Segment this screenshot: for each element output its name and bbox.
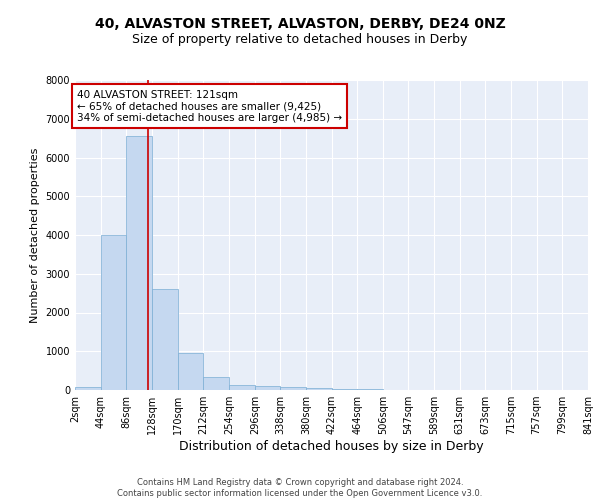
X-axis label: Distribution of detached houses by size in Derby: Distribution of detached houses by size … [179,440,484,453]
Bar [75,387,101,390]
Text: 40, ALVASTON STREET, ALVASTON, DERBY, DE24 0NZ: 40, ALVASTON STREET, ALVASTON, DERBY, DE… [95,18,505,32]
Bar [255,386,280,390]
Bar [229,384,255,390]
Bar [101,235,127,390]
Text: 40 ALVASTON STREET: 121sqm
← 65% of detached houses are smaller (9,425)
34% of s: 40 ALVASTON STREET: 121sqm ← 65% of deta… [77,90,342,123]
Text: Contains HM Land Registry data © Crown copyright and database right 2024.
Contai: Contains HM Land Registry data © Crown c… [118,478,482,498]
Bar [280,387,306,390]
Bar [203,377,229,390]
Bar [332,389,358,390]
Text: Size of property relative to detached houses in Derby: Size of property relative to detached ho… [133,32,467,46]
Bar [127,136,152,390]
Bar [152,289,178,390]
Bar [178,353,203,390]
Bar [358,389,383,390]
Y-axis label: Number of detached properties: Number of detached properties [30,148,40,322]
Bar [306,388,332,390]
